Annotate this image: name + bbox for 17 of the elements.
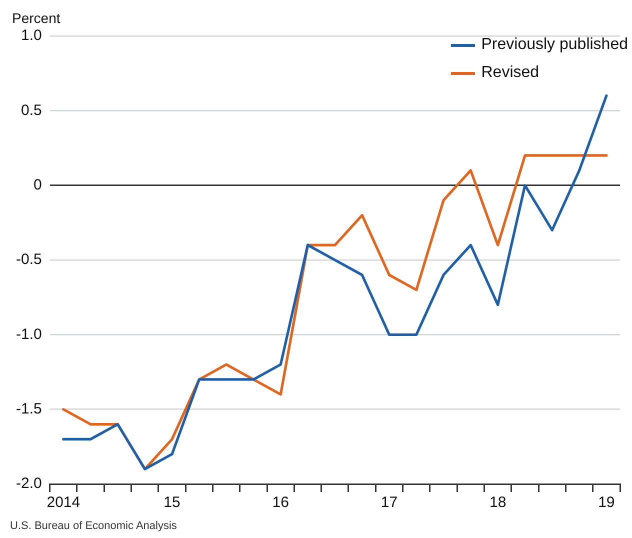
- x-tick-label: 15: [164, 494, 180, 512]
- y-tick-label: -2.0: [16, 475, 42, 492]
- y-tick-label: -1.5: [16, 400, 42, 418]
- y-axis-title: Percent: [12, 10, 60, 26]
- y-tick-label: 0.5: [20, 102, 42, 119]
- y-tick-label: 0: [34, 176, 42, 194]
- x-tick-label: 19: [598, 494, 615, 512]
- x-tick-label: 2014: [46, 494, 80, 512]
- y-tick-label: -0.5: [16, 251, 42, 268]
- text: U.S. Bureau of Economic Analysis: [10, 520, 177, 532]
- x-tick-label: 16: [272, 494, 289, 512]
- y-tick-label: -1.0: [16, 326, 42, 343]
- x-tick-label: 18: [489, 494, 506, 512]
- legend-label: Previously published: [481, 36, 628, 54]
- y-tick-label: 1.0: [20, 27, 42, 44]
- x-tick-label: 17: [380, 494, 398, 512]
- legend-label: Revised: [481, 64, 540, 82]
